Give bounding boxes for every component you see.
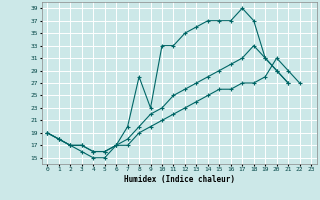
- X-axis label: Humidex (Indice chaleur): Humidex (Indice chaleur): [124, 175, 235, 184]
